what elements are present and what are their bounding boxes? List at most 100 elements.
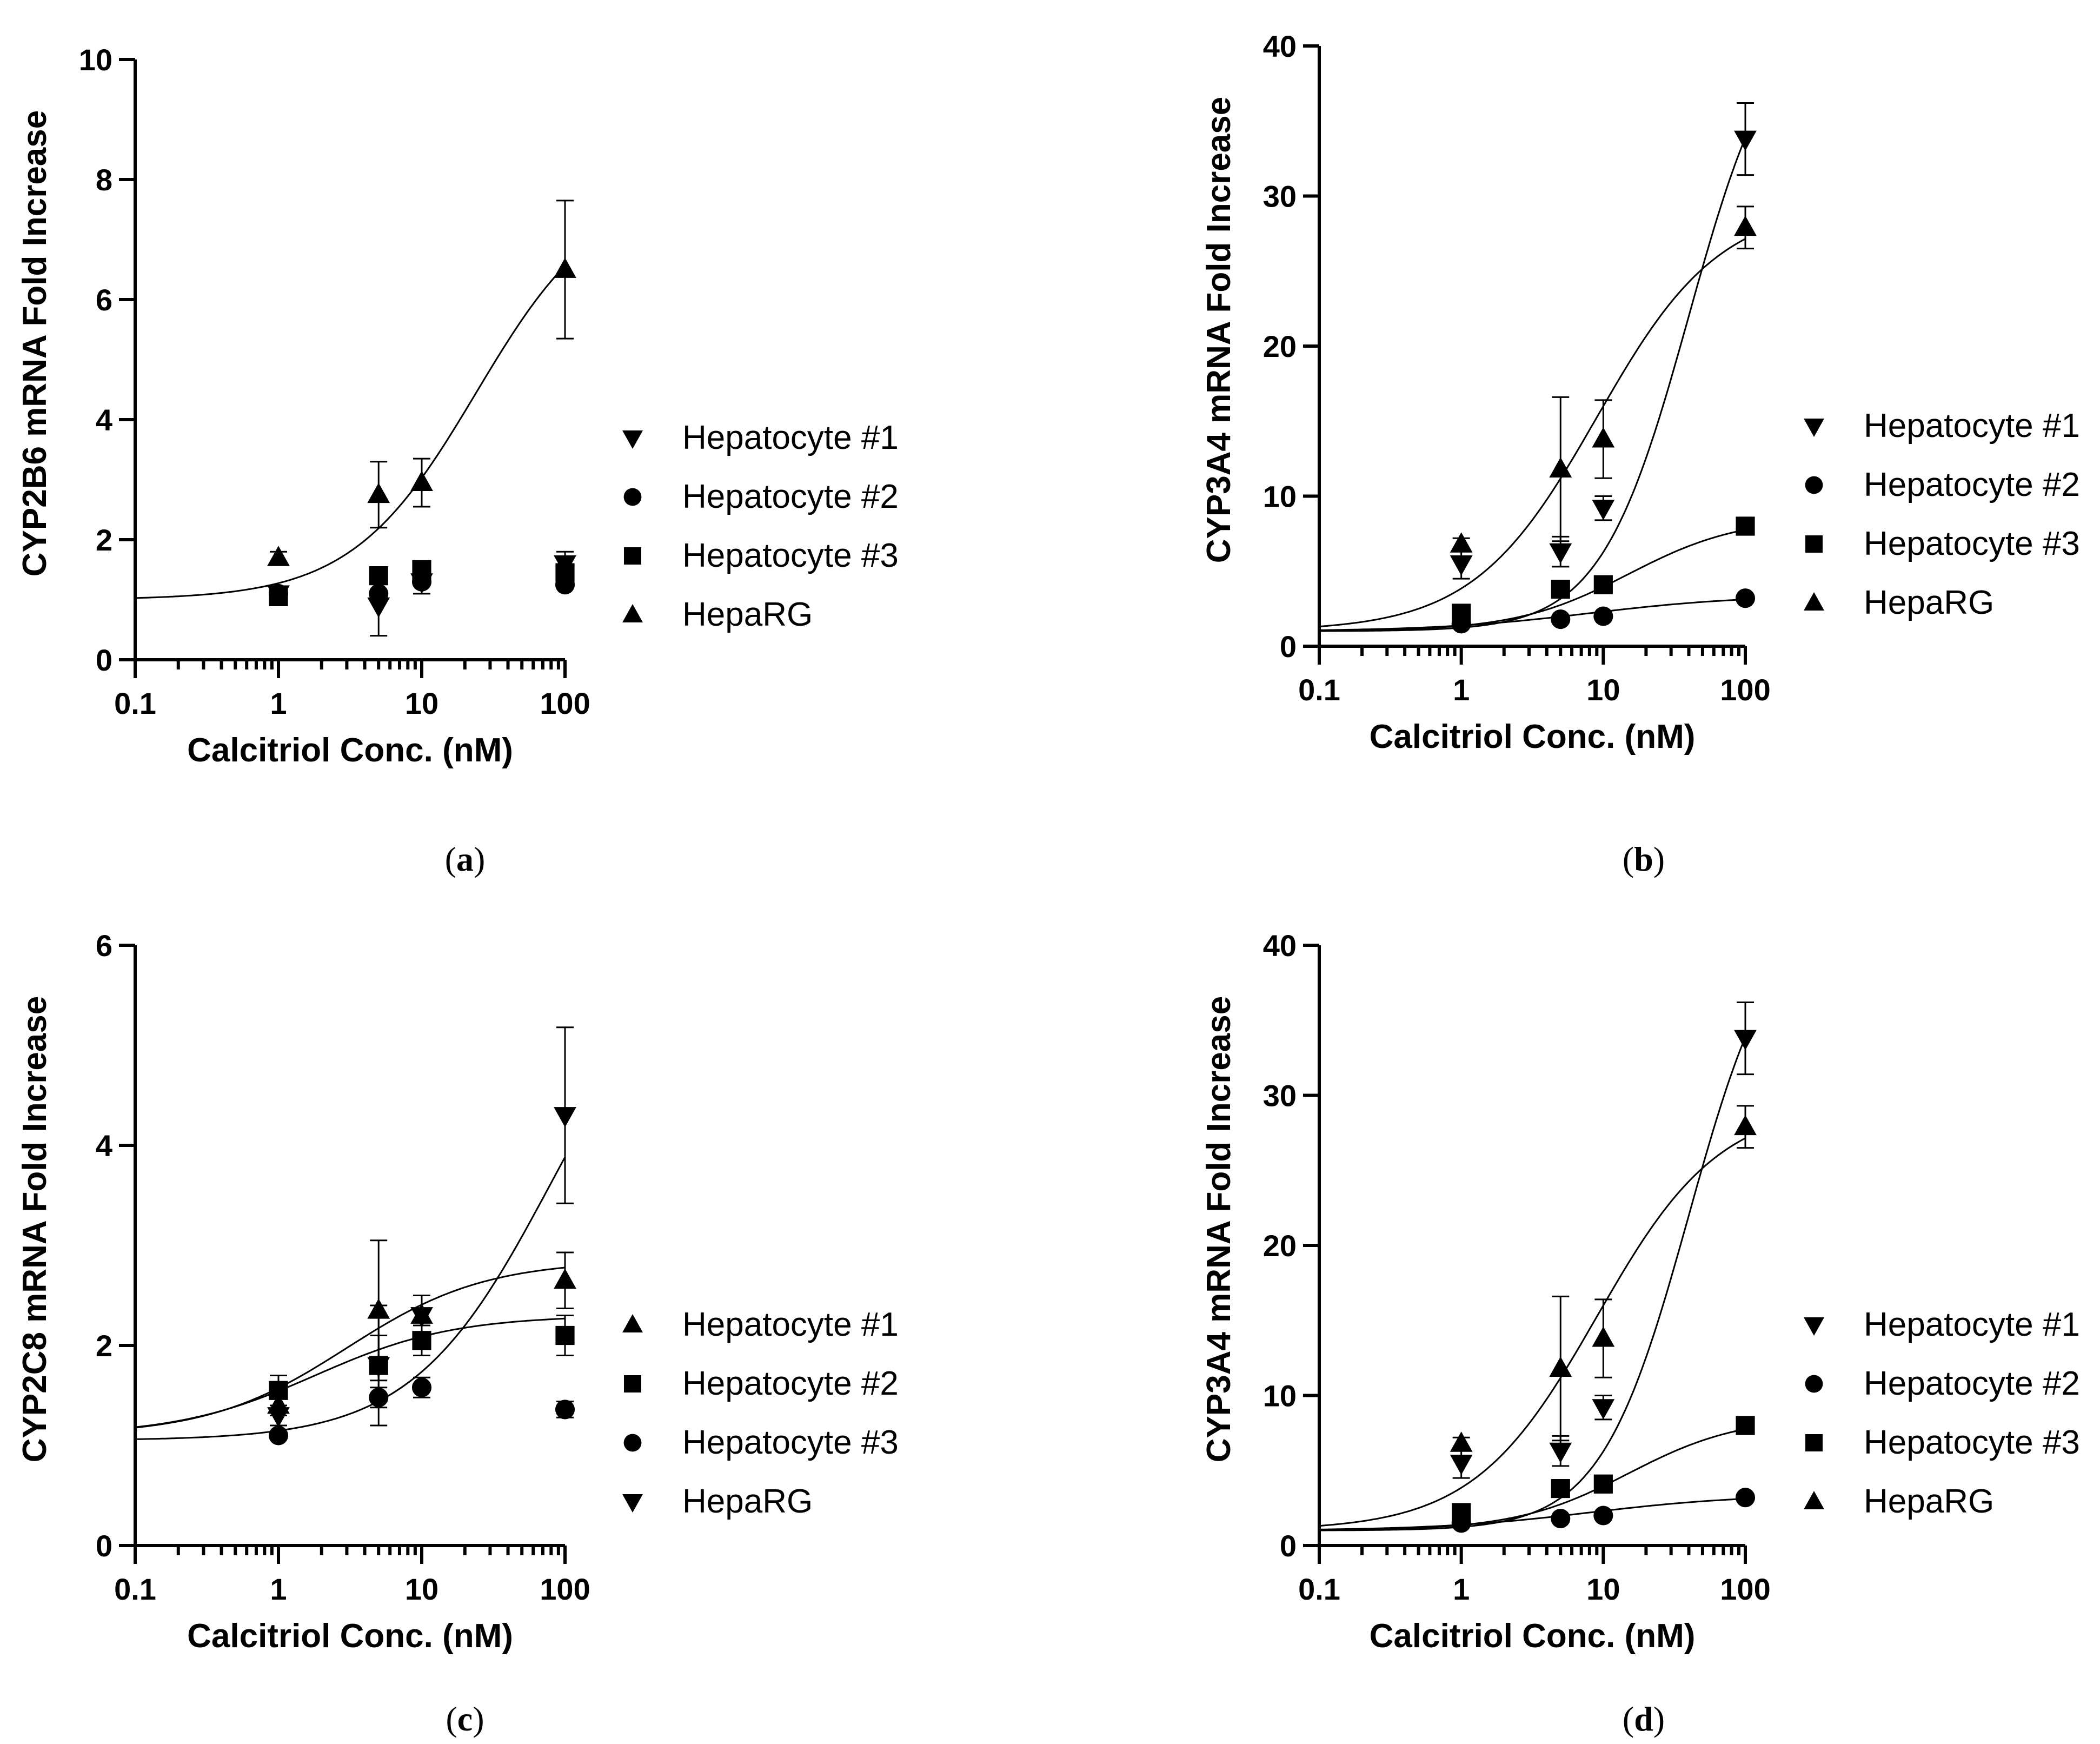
data-point <box>1549 457 1572 478</box>
x-tick-label: 0.1 <box>1298 1572 1340 1606</box>
data-point <box>369 566 388 586</box>
data-point <box>1736 516 1755 536</box>
legend-marker <box>622 1494 643 1513</box>
series-hepatocyte-3 <box>1319 1416 1755 1531</box>
legend-marker <box>623 488 642 506</box>
y-axis-title: CYP2B6 mRNA Fold Increase <box>16 110 54 577</box>
y-tick-label: 4 <box>96 1129 112 1163</box>
series-heparg <box>1319 205 1757 628</box>
x-tick-label: 0.1 <box>1298 673 1340 707</box>
legend-label: Hepatocyte #3 <box>682 1424 899 1461</box>
x-tick-label: 0.1 <box>114 686 156 720</box>
legend-marker <box>1804 1317 1824 1336</box>
data-point <box>1735 588 1756 608</box>
legend-marker <box>622 1314 643 1332</box>
data-point <box>1551 1509 1571 1529</box>
panel-b: 0 10 20 30 40 0.1 1 10 100 Calcitriol Conc. (nM) C… <box>1200 29 2080 878</box>
panel-d: 0 10 20 30 40 0.1 1 10 100 Calcitriol Conc. (nM) C… <box>1200 929 2080 1738</box>
x-tick-label: 100 <box>1720 1572 1770 1606</box>
x-tick-label: 10 <box>1586 1572 1620 1606</box>
legend-label: Hepatocyte #3 <box>682 537 899 574</box>
legend-marker <box>624 547 641 565</box>
data-point <box>411 1377 432 1397</box>
y-axis-title: CYP3A4 mRNA Fold Increase <box>1200 996 1238 1463</box>
data-point <box>412 560 431 580</box>
legend-marker <box>624 1375 641 1392</box>
y-tick-label: 10 <box>1263 480 1297 514</box>
data-point <box>1549 1442 1572 1463</box>
x-tick-label: 1 <box>270 1572 287 1606</box>
fit-curve <box>1319 1137 1746 1527</box>
x-axis-title: Calcitriol Conc. (nM) <box>187 732 513 769</box>
data-point <box>1593 606 1613 626</box>
x-tick-label: 10 <box>405 686 438 720</box>
series-hepatocyte-1 <box>1319 1001 1757 1531</box>
legend-marker <box>1804 419 1824 437</box>
data-point <box>410 1307 433 1328</box>
legend-label: HepaRG <box>1864 584 1994 621</box>
y-axis-title: CYP2C8 mRNA Fold Increase <box>16 996 54 1463</box>
x-tick-label: 100 <box>540 686 590 720</box>
x-tick-label: 10 <box>1586 673 1620 707</box>
legend-marker <box>1804 592 1824 611</box>
y-tick-label: 2 <box>96 523 112 557</box>
data-point <box>1452 1503 1471 1522</box>
series-hepatocyte-2 <box>135 1304 575 1428</box>
data-point <box>367 597 390 618</box>
legend-marker <box>623 1434 642 1452</box>
x-tick-label: 1 <box>270 686 287 720</box>
y-tick-label: 6 <box>96 929 112 963</box>
legend-marker <box>1805 535 1823 553</box>
y-tick-label: 2 <box>96 1329 112 1363</box>
legend-label: Hepatocyte #2 <box>1864 1365 2080 1402</box>
data-point <box>267 546 290 566</box>
data-point <box>269 1381 288 1400</box>
y-tick-label: 4 <box>96 403 112 437</box>
x-tick-label: 0.1 <box>114 1572 156 1606</box>
data-point <box>367 1357 390 1377</box>
data-point <box>1592 1327 1615 1347</box>
series-hepatocyte-3 <box>1319 516 1755 632</box>
fit-curve <box>1319 598 1746 631</box>
legend-marker <box>622 430 643 449</box>
x-tick-label: 100 <box>540 1572 590 1606</box>
y-tick-label: 40 <box>1263 929 1297 963</box>
fit-curve <box>135 265 566 599</box>
data-point <box>1593 575 1613 594</box>
legend-label: Hepatocyte #2 <box>682 1365 899 1402</box>
legend-label: Hepatocyte #1 <box>682 1306 899 1343</box>
legend-marker <box>622 604 643 622</box>
legend-label: Hepatocyte #1 <box>1864 1306 2080 1343</box>
y-tick-label: 6 <box>96 283 112 317</box>
y-tick-label: 10 <box>1263 1379 1297 1413</box>
panel-a: 0 2 4 6 8 10 0.1 1 10 100 Calcitriol Conc. (nM) CYP… <box>16 43 899 878</box>
data-point <box>1450 1454 1473 1475</box>
data-point <box>369 1388 389 1408</box>
series-heparg <box>1319 1105 1757 1527</box>
legend-marker <box>1805 1434 1823 1451</box>
y-tick-label: 30 <box>1263 1079 1297 1113</box>
series-hepatocyte-3 <box>268 1376 575 1445</box>
x-axis-title: Calcitriol Conc. (nM) <box>1370 718 1696 755</box>
data-point <box>555 1400 575 1420</box>
legend-label: HepaRG <box>682 1483 813 1520</box>
legend-label: HepaRG <box>682 596 813 633</box>
y-tick-label: 20 <box>1263 1229 1297 1263</box>
legend-label: Hepatocyte #1 <box>1864 407 2080 445</box>
series-hepatocyte-1 <box>1319 102 1757 632</box>
panel-c: 0 2 4 6 0.1 1 10 100 Calcitriol Conc. (nM) CYP2C8… <box>16 929 899 1738</box>
series-heparg <box>135 200 576 599</box>
legend-label: HepaRG <box>1864 1483 1994 1520</box>
legend-label: Hepatocyte #3 <box>1864 525 2080 562</box>
legend-label: Hepatocyte #2 <box>1864 466 2080 503</box>
y-tick-label: 40 <box>1263 29 1297 63</box>
data-point <box>410 470 433 491</box>
data-point <box>1734 1030 1757 1051</box>
y-tick-label: 8 <box>96 163 112 197</box>
data-point <box>1593 1506 1613 1526</box>
data-point <box>1549 1356 1572 1377</box>
series-heparg <box>135 1026 576 1440</box>
legend-label: Hepatocyte #3 <box>1864 1424 2080 1461</box>
series-hepatocyte-3 <box>269 560 575 607</box>
